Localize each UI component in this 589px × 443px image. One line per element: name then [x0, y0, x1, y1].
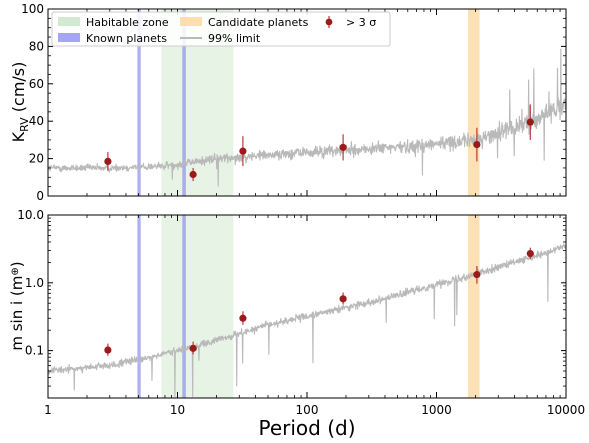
x-tick-label: 10: [170, 403, 185, 417]
top-y-tick-label: 0: [36, 189, 44, 203]
bottom-points: [104, 247, 534, 356]
known-band-1: [137, 215, 141, 398]
detection-point-4: [473, 271, 481, 279]
top-y-tick-label: 80: [29, 39, 44, 53]
bottom-y-ticks: 0.1 1.0 10.0: [17, 208, 566, 399]
detection-point-0: [104, 157, 112, 166]
top-y-label: KRV (cm/s): [9, 62, 31, 143]
legend-swatch: [58, 17, 80, 26]
legend-entry-4: > 3 σ: [325, 16, 376, 29]
top-y-tick-label: 20: [29, 152, 44, 166]
top-y-tick-label: 60: [29, 77, 44, 91]
known-band-2: [182, 9, 186, 196]
habitable-band-0: [161, 215, 234, 398]
bottom-bands: [137, 215, 480, 398]
known-band-1: [137, 9, 141, 196]
legend-label: Candidate planets: [208, 16, 309, 29]
detection-point-5: [526, 249, 534, 258]
legend-entry-0: Habitable zone: [58, 16, 169, 29]
legend-label: Known planets: [86, 32, 167, 45]
legend-label: 99% limit: [208, 32, 261, 45]
top-limit-curve: [48, 48, 566, 187]
top-y-tick-label: 40: [29, 114, 44, 128]
legend-marker: [325, 18, 333, 26]
x-tick-label: 10000: [547, 403, 585, 417]
bottom-y-tick-label: 10.0: [17, 208, 44, 222]
detection-point-2: [239, 147, 247, 155]
legend-entry-3: 99% limit: [180, 32, 261, 45]
bottom-axes-frame: [47, 214, 567, 399]
limit-curve: [48, 48, 566, 187]
known-band-2: [182, 215, 186, 398]
legend: Habitable zone Known planets Candidate pla…: [51, 11, 391, 47]
detection-point-2: [239, 314, 247, 322]
detection-point-4: [473, 140, 481, 149]
detection-point-1: [189, 170, 197, 179]
detection-point-3: [339, 143, 347, 151]
detection-point-1: [189, 344, 197, 352]
legend-label: Habitable zone: [86, 16, 169, 29]
limit-curve: [48, 243, 566, 398]
legend-label: > 3 σ: [346, 16, 376, 29]
detection-point-3: [339, 295, 347, 303]
detection-point-0: [104, 346, 112, 354]
legend-entry-1: Known planets: [58, 32, 167, 45]
top-y-tick-label: 100: [21, 2, 44, 16]
bottom-y-label: m sin i (m⊕): [8, 261, 26, 350]
bottom-limit-curve: [48, 243, 566, 398]
top-points: [104, 104, 534, 182]
x-tick-label: 1000: [421, 403, 452, 417]
candidate-band-3: [467, 9, 480, 196]
detection-point-5: [526, 118, 534, 126]
candidate-band-3: [467, 215, 480, 398]
top-axes-frame: [47, 8, 567, 197]
legend-swatch: [180, 17, 202, 26]
bottom-y-tick-label: 0.1: [25, 344, 44, 358]
x-tick-label: 1: [44, 403, 52, 417]
legend-entry-2: Candidate planets: [180, 16, 309, 29]
legend-swatch: [58, 33, 80, 42]
top-panel: 0 20 40 60 80 100 KRV (cm/s) Habitable zone Kn…: [9, 2, 567, 203]
x-axis-label: Period (d): [258, 416, 355, 440]
legend-frame: [51, 11, 391, 47]
bottom-panel: 0.11.010.0 1 10 100 1000 10000 m sin i (m⊕) …: [8, 208, 585, 440]
x-tick-label: 100: [296, 403, 319, 417]
bottom-y-tick-label: 1.0: [25, 276, 44, 290]
legend-entries: Habitable zone Known planets Candidate pla…: [58, 16, 376, 45]
